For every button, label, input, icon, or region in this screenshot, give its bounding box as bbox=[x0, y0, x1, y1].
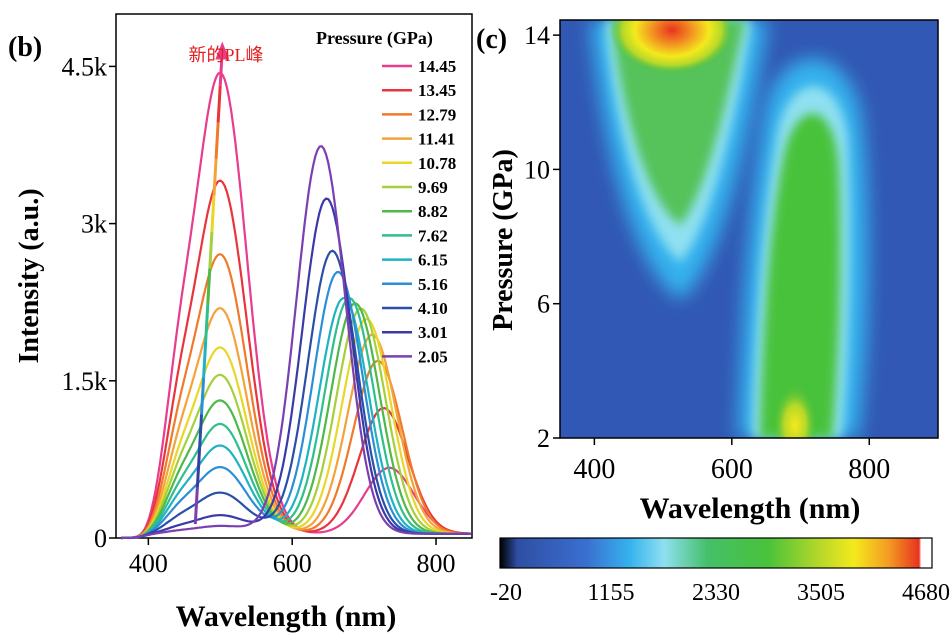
panel-b-y-ticks: 0 1.5k 3k 4.5k bbox=[62, 52, 116, 553]
y-tick-label: 0 bbox=[94, 524, 107, 553]
series-line-14.45 bbox=[120, 71, 471, 540]
arrow-segment bbox=[214, 122, 220, 160]
series-line-2.05 bbox=[120, 144, 471, 540]
panel-b-plot-area bbox=[115, 13, 473, 540]
series-line-9.69 bbox=[120, 307, 471, 540]
arrow-segment bbox=[210, 195, 216, 233]
y-tick-label: 6 bbox=[537, 290, 550, 319]
panel-b-legend: Pressure (GPa) 14.45 13.45 12.79 11.41 10.78… bbox=[316, 28, 456, 366]
arrow-segment bbox=[197, 414, 204, 452]
legend-label: 14.45 bbox=[418, 57, 456, 76]
panel-b-y-label: Intensity (a.u.) bbox=[14, 188, 45, 363]
arrow-segment bbox=[212, 158, 218, 196]
panel-c-y-label: Pressure (GPa) bbox=[488, 149, 519, 331]
legend-label: 3.01 bbox=[418, 323, 448, 342]
x-tick-label: 600 bbox=[273, 549, 312, 578]
legend-label: 13.45 bbox=[418, 81, 456, 100]
legend-label: 6.15 bbox=[418, 251, 448, 270]
colorbar-tick-label: 1155 bbox=[587, 580, 634, 606]
legend-label: 4.10 bbox=[418, 299, 448, 318]
panel-b-label: (b) bbox=[8, 32, 42, 63]
series-line-7.62 bbox=[120, 296, 471, 540]
x-tick-label: 600 bbox=[711, 454, 753, 485]
x-tick-label: 400 bbox=[573, 454, 615, 485]
series-line-8.82 bbox=[120, 302, 471, 540]
panel-b-x-label: Wavelength (nm) bbox=[176, 600, 397, 633]
panel-c-frame bbox=[559, 19, 939, 439]
arrow-segment bbox=[200, 377, 206, 415]
colorbar-tick-label: 2330 bbox=[692, 580, 740, 606]
colorbar-ticks: -20 1155 2330 3505 4680 bbox=[490, 580, 950, 606]
y-tick-label: 1.5k bbox=[62, 367, 108, 396]
panel-c: (c) bbox=[476, 19, 950, 606]
arrow-segment bbox=[202, 341, 208, 379]
arrow-head bbox=[215, 41, 230, 60]
panel-b-series-lines bbox=[120, 71, 471, 540]
y-tick-label: 4.5k bbox=[62, 52, 108, 81]
legend-label: 5.16 bbox=[418, 275, 448, 294]
panel-b: (b) 0 1.5k 3k 4.5k 400 600 800 Intensity (a.u… bbox=[8, 13, 473, 633]
arrow-segment bbox=[208, 231, 214, 269]
panel-c-y-ticks: 2 6 10 14 bbox=[524, 21, 560, 453]
arrow-segment bbox=[195, 450, 201, 488]
legend-label: 8.82 bbox=[418, 202, 448, 221]
y-tick-label: 10 bbox=[524, 155, 550, 184]
legend-label: 10.78 bbox=[418, 154, 456, 173]
x-tick-label: 800 bbox=[848, 454, 890, 485]
legend-label: 7.62 bbox=[418, 226, 448, 245]
arrow-segment bbox=[204, 304, 210, 342]
arrow-segment bbox=[206, 268, 212, 306]
series-line-5.16 bbox=[120, 270, 471, 540]
y-tick-label: 14 bbox=[524, 21, 550, 50]
colorbar-tick-label: 4680 bbox=[902, 580, 950, 606]
legend-label: 2.05 bbox=[418, 347, 448, 366]
heatmap-band-left-core bbox=[612, 20, 745, 225]
colorbar-tick-label: -20 bbox=[490, 580, 522, 606]
panel-b-pressure-arrow bbox=[193, 41, 230, 525]
legend-label: 12.79 bbox=[418, 105, 456, 124]
panel-c-label: (c) bbox=[476, 24, 507, 55]
colorbar-gradient bbox=[499, 537, 933, 569]
panel-b-x-ticks: 400 600 800 bbox=[129, 538, 456, 578]
heatmap-band-right-core bbox=[760, 113, 840, 438]
arrow-segment bbox=[216, 85, 222, 123]
colorbar-tick-label: 3505 bbox=[797, 580, 845, 606]
legend-label: 9.69 bbox=[418, 178, 448, 197]
panel-c-x-ticks: 400 600 800 bbox=[573, 438, 890, 485]
x-tick-label: 400 bbox=[129, 549, 168, 578]
heatmap-image bbox=[560, 20, 938, 438]
series-line-6.15 bbox=[120, 296, 471, 540]
arrow-segment bbox=[193, 487, 199, 525]
panel-c-x-label: Wavelength (nm) bbox=[640, 492, 861, 525]
colorbar: -20 1155 2330 3505 4680 bbox=[490, 537, 950, 606]
legend-label: 11.41 bbox=[418, 130, 455, 149]
x-tick-label: 800 bbox=[417, 549, 456, 578]
legend-title: Pressure (GPa) bbox=[316, 28, 433, 49]
heatmap-hotspot-high bbox=[610, 20, 734, 74]
y-tick-label: 3k bbox=[81, 210, 107, 239]
y-tick-label: 2 bbox=[537, 424, 550, 453]
series-line-10.78 bbox=[120, 317, 471, 540]
heatmap-hotspot-low bbox=[773, 385, 817, 438]
panel-b-annotation: 新的PL峰 bbox=[188, 45, 263, 65]
